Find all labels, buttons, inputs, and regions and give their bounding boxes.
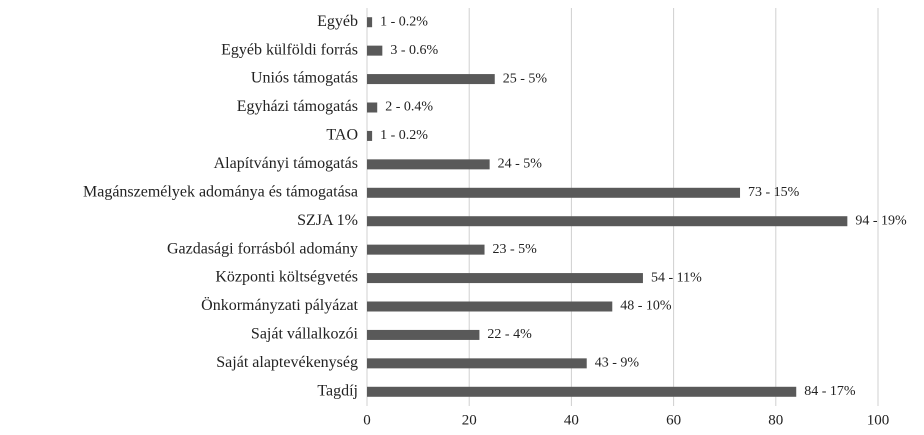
- y-tick-label: Tagdíj: [317, 382, 358, 399]
- y-tick-label: Magánszemélyek adománya és támogatása: [83, 183, 358, 200]
- y-tick-label: Gazdasági forrásból adomány: [167, 240, 358, 257]
- x-tick-label: 0: [363, 412, 371, 428]
- x-tick-label: 80: [768, 412, 783, 428]
- y-tick-label: Egyéb: [317, 13, 358, 30]
- value-label: 54 - 11%: [651, 270, 702, 285]
- bar: [367, 187, 741, 198]
- bar: [367, 244, 485, 255]
- value-label: 48 - 10%: [620, 299, 672, 314]
- y-tick-label: Saját vállalkozói: [251, 326, 359, 343]
- bar: [367, 273, 643, 284]
- y-tick-label: Alapítványi támogatás: [214, 155, 358, 172]
- value-label: 1 - 0.2%: [380, 14, 428, 29]
- bar: [367, 17, 373, 28]
- value-label: 84 - 17%: [804, 384, 856, 399]
- value-label: 2 - 0.4%: [385, 100, 433, 115]
- value-label: 73 - 15%: [748, 185, 800, 200]
- bar: [367, 358, 587, 369]
- y-tick-label: Saját alaptevékenység: [216, 354, 358, 371]
- value-label: 25 - 5%: [503, 71, 548, 86]
- bar: [367, 45, 383, 56]
- value-label: 24 - 5%: [498, 157, 543, 172]
- x-tick-label: 40: [564, 412, 579, 428]
- value-label: 23 - 5%: [493, 242, 538, 257]
- x-tick-label: 60: [666, 412, 681, 428]
- bar: [367, 386, 797, 397]
- bar: [367, 301, 613, 312]
- y-tick-label: TAO: [326, 127, 358, 144]
- bar: [367, 130, 373, 141]
- bar: [367, 329, 480, 340]
- value-label: 43 - 9%: [595, 356, 640, 371]
- y-tick-label: Központi költségvetés: [215, 269, 358, 286]
- y-tick-label: SZJA 1%: [297, 212, 358, 229]
- bar: [367, 216, 848, 227]
- value-label: 94 - 19%: [855, 213, 907, 228]
- bar: [367, 102, 378, 113]
- y-tick-label: Egyéb külföldi forrás: [221, 41, 358, 58]
- bar: [367, 74, 495, 85]
- x-tick-label: 100: [867, 412, 890, 428]
- value-label: 1 - 0.2%: [380, 128, 428, 143]
- y-tick-label: Egyházi támogatás: [237, 98, 358, 115]
- value-label: 3 - 0.6%: [390, 43, 438, 58]
- y-tick-label: Önkormányzati pályázat: [201, 296, 358, 314]
- bar: [367, 159, 490, 170]
- y-tick-label: Uniós támogatás: [251, 70, 358, 87]
- value-label: 22 - 4%: [487, 327, 532, 342]
- x-tick-label: 20: [462, 412, 477, 428]
